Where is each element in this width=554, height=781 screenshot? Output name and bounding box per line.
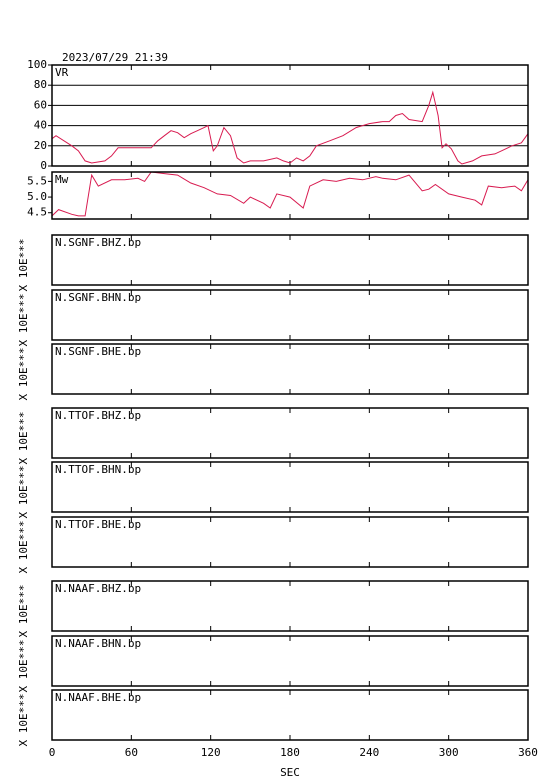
y-axis-label: X 10E*** [17,521,30,574]
panel-label: N.TTOF.BHN.bp [55,463,141,476]
panel-frame [51,171,529,220]
y-axis-label: X 10E*** [17,348,30,401]
panel-frame [51,689,529,741]
y-tick-label: 60 [34,98,47,111]
panel-frame [51,289,529,341]
panel-label: VR [55,66,69,79]
chart-title: 2023/07/29 21:39 [62,51,168,64]
y-axis-label: X 10E*** [17,640,30,693]
x-axis-label: SEC [280,766,300,779]
panel-frame [51,580,529,632]
y-tick-label: 20 [34,139,47,152]
panel-label: N.NAAF.BHZ.bp [55,582,141,595]
x-tick-label: 300 [439,746,459,759]
y-axis-label: X 10E*** [17,466,30,519]
panel-label: N.TTOF.BHZ.bp [55,409,141,422]
panel-frame [51,635,529,687]
data-line [51,90,529,165]
panel-frame [51,407,529,459]
y-axis-label: X 10E*** [17,239,30,292]
y-tick-label: 100 [27,58,47,71]
panel-label: N.SGNF.BHN.bp [55,291,141,304]
panel-label: N.NAAF.BHN.bp [55,637,141,650]
y-axis-label: X 10E*** [17,585,30,638]
panel-frame [51,343,529,395]
panel-frame [51,516,529,568]
y-tick-label: 5.5 [27,174,47,187]
panel-frame [51,234,529,286]
panel-label: N.SGNF.BHE.bp [55,345,141,358]
y-tick-label: 0 [40,159,47,172]
y-axis-label: X 10E*** [17,694,30,747]
x-tick-label: 360 [518,746,538,759]
data-line [51,171,529,217]
y-axis-label: X 10E*** [17,294,30,347]
panel-label: N.SGNF.BHZ.bp [55,236,141,249]
panel-label: Mw [55,173,69,186]
y-axis-label: X 10E*** [17,412,30,465]
y-tick-label: 40 [34,119,47,132]
panel-label: N.TTOF.BHE.bp [55,518,141,531]
x-tick-label: 180 [280,746,300,759]
panel-frame [51,64,529,167]
x-tick-label: 0 [49,746,56,759]
y-tick-label: 5.0 [27,190,47,203]
x-tick-label: 240 [359,746,379,759]
x-tick-label: 120 [201,746,221,759]
panel-frame [51,461,529,513]
y-tick-label: 4.5 [27,206,47,219]
y-tick-label: 80 [34,78,47,91]
panel-label: N.NAAF.BHE.bp [55,691,141,704]
x-tick-label: 60 [125,746,138,759]
